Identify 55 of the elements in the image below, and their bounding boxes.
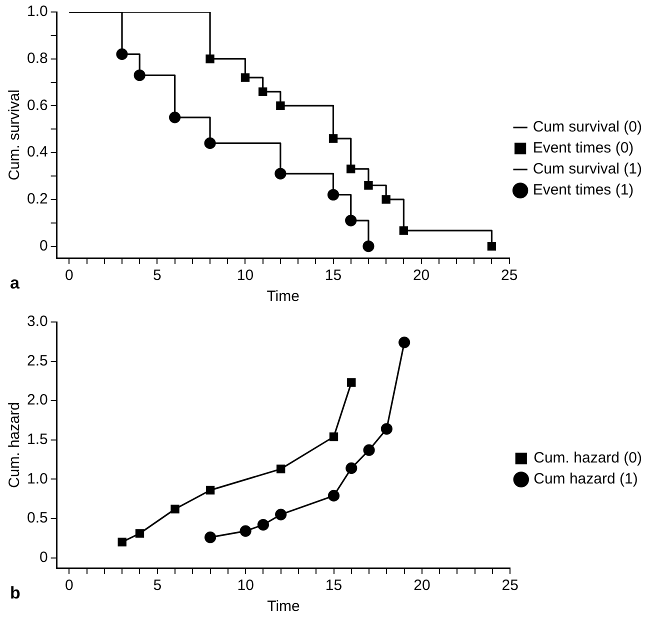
y-tick-label: 0.6 [26,96,48,114]
point [363,444,375,456]
y-tick-label: 1.0 [26,470,48,488]
y-tick-label: 0.8 [26,50,48,67]
x-tick-label: 10 [237,577,254,594]
y-tick-label: 0 [40,237,48,254]
y-tick-label: 1.0 [26,3,48,20]
point [347,378,356,387]
point [257,518,270,531]
legend-label: Event times (0) [532,140,634,157]
y-tick-label: 0 [40,548,48,566]
legend-label: Cum hazard (1) [534,470,638,488]
point [382,195,390,204]
legend-label: Cum survival (0) [532,118,642,136]
y-axis-title: Cum. survival [6,90,24,180]
point [240,525,252,537]
x-axis-title: Time [266,288,300,306]
x-tick-label: 25 [502,577,518,594]
y-axis-title: Cum. hazard [6,402,24,488]
point [206,486,215,495]
point [328,490,340,502]
y-tick-label: 2.5 [26,352,48,370]
point [170,504,180,514]
legend-label: Event times (1) [532,182,634,199]
text: b [10,584,20,603]
point [487,242,496,251]
point [204,532,216,544]
x-tick-label: 15 [325,577,342,594]
x-tick-label: 20 [412,267,430,284]
point [118,538,126,546]
legend-label: Cum. hazard (0) [534,450,642,467]
x-tick-label: 5 [153,267,162,284]
point [275,508,287,520]
x-tick-label: 5 [153,577,162,594]
y-tick-label: 0.4 [26,144,48,161]
x-tick-label: 25 [500,267,518,284]
point [398,336,410,348]
x-tick-label: 20 [414,577,430,594]
y-tick-label: 2.0 [26,392,48,409]
y-tick-label: 0.2 [26,190,48,208]
point [346,462,358,474]
x-tick-label: 10 [236,267,254,284]
y-tick-label: 3.0 [26,313,48,330]
text: a [10,274,20,293]
x-tick-label: 0 [65,577,74,594]
x-axis-title: Time [267,598,300,616]
point [276,464,286,474]
y-tick-label: 0.5 [26,510,48,527]
point [329,432,338,442]
point [380,423,392,435]
point [135,529,144,538]
x-tick-label: 0 [65,267,74,284]
y-tick-label: 1.5 [26,431,48,448]
x-tick-label: 15 [324,267,342,284]
legend-label: Cum survival (1) [532,160,642,178]
